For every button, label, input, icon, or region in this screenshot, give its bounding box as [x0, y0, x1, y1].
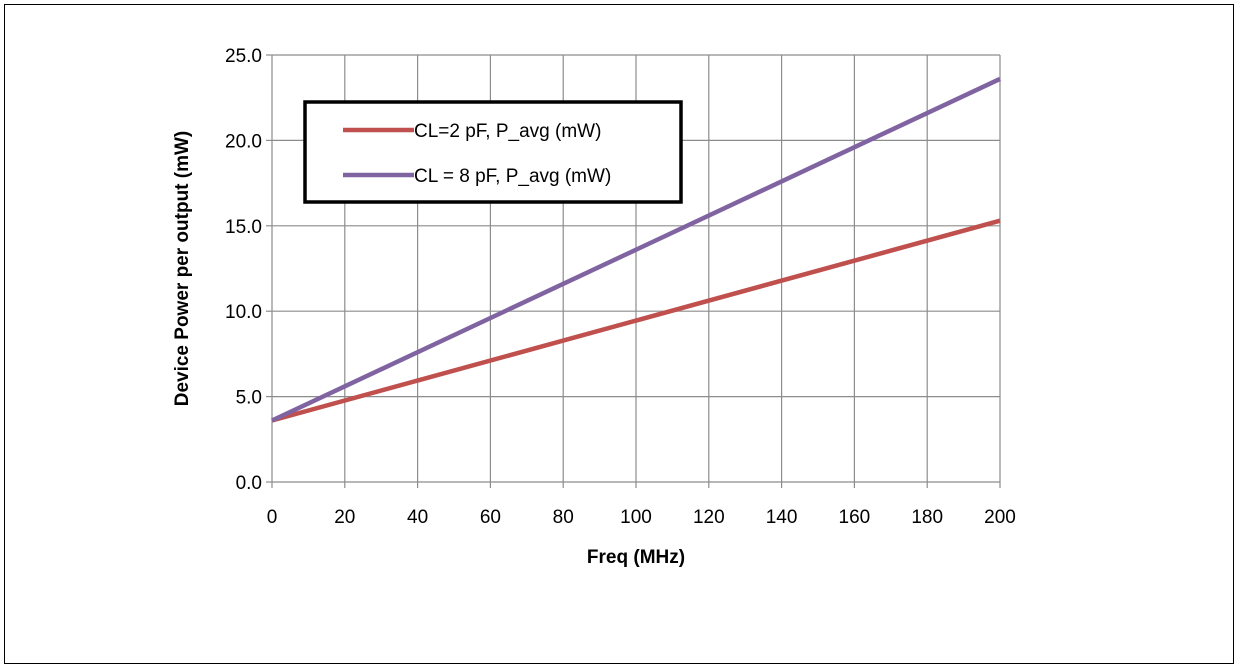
x-tick-label: 180 [911, 507, 943, 528]
x-tick-label: 140 [766, 507, 798, 528]
series-lines [271, 76, 1001, 423]
y-tick-label: 15.0 [225, 217, 262, 238]
x-axis-ticks: 0 20 40 60 80 100 120 140 160 180 200 [267, 482, 1016, 528]
y-tick-label: 10.0 [225, 302, 262, 323]
y-axis-title: Device Power per output (mW) [172, 131, 193, 407]
x-tick-label: 120 [693, 507, 725, 528]
legend-label-2: CL = 8 pF, P_avg (mW) [414, 166, 611, 187]
x-tick-label: 40 [407, 507, 428, 528]
x-tick-label: 160 [839, 507, 871, 528]
y-axis-ticks: 0.0 5.0 10.0 15.0 20.0 25.0 [225, 46, 272, 494]
grid [271, 54, 1001, 483]
series-line-1 [271, 218, 1001, 423]
x-tick-label: 100 [620, 507, 652, 528]
legend-box [303, 100, 683, 204]
legend: CL=2 pF, P_avg (mW) CL = 8 pF, P_avg (mW) [303, 100, 683, 204]
x-tick-label: 200 [984, 507, 1016, 528]
series-line-2 [271, 76, 1001, 423]
legend-label-1: CL=2 pF, P_avg (mW) [414, 121, 601, 142]
y-tick-label: 25.0 [225, 46, 262, 67]
y-tick-label: 5.0 [236, 388, 262, 409]
x-axis-title: Freq (MHz) [587, 547, 685, 568]
x-tick-label: 20 [334, 507, 355, 528]
x-tick-label: 60 [480, 507, 501, 528]
y-tick-label: 20.0 [225, 131, 262, 152]
chart: 0.0 5.0 10.0 15.0 20.0 25.0 0 20 40 60 80 100 120 14… [172, 46, 1016, 568]
x-tick-label: 0 [267, 507, 278, 528]
x-tick-label: 80 [553, 507, 574, 528]
y-tick-label: 0.0 [236, 473, 262, 494]
